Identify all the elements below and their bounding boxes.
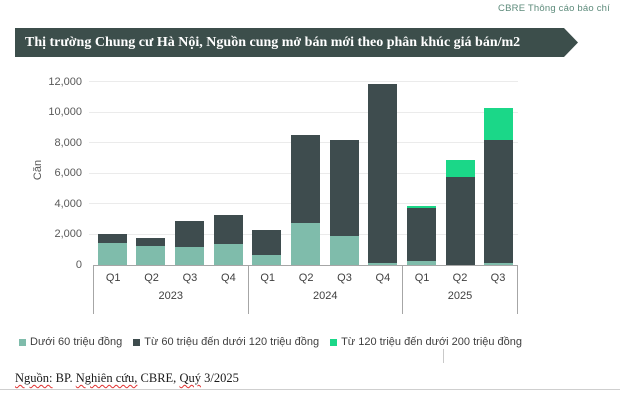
title-banner: Thị trường Chung cư Hà Nội, Nguồn cung m… <box>15 28 578 57</box>
bar-segment <box>445 159 475 177</box>
source-text-part: Quý <box>179 371 201 385</box>
bar-segment <box>406 260 436 265</box>
text-cursor <box>443 349 444 363</box>
legend-item: Từ 120 triệu đến dưới 200 triệu đồng <box>330 336 522 348</box>
y-tick-label: 6,000 <box>54 167 82 179</box>
x-axis-year-label: 2023 <box>158 290 183 302</box>
bar-q3-2023 <box>175 220 205 265</box>
y-tick-label: 2,000 <box>54 228 82 240</box>
chart-legend: Dưới 60 triệu đồng Từ 60 triệu đến dưới 1… <box>19 336 522 348</box>
x-axis-quarter-label: Q2 <box>452 272 468 284</box>
bar-q4-2024 <box>368 84 398 265</box>
x-axis-year-label: 2024 <box>313 290 338 302</box>
y-tick-label: 10,000 <box>48 106 82 118</box>
bar-segment <box>213 243 243 265</box>
x-axis-quarter-label: Q2 <box>298 272 314 284</box>
x-axis-group-2025: Q1 Q2 Q3 2025 <box>402 266 518 314</box>
legend-item: Từ 60 triệu đến dưới 120 triệu đồng <box>133 336 319 348</box>
bar-q1-2025 <box>406 205 436 265</box>
x-axis-group-2024: Q1 Q2 Q3 Q4 2024 <box>247 266 403 314</box>
bar-segment <box>291 223 320 265</box>
y-tick-label: 4,000 <box>54 197 82 210</box>
x-axis-quarter-label: Q3 <box>490 272 506 284</box>
x-axis-quarter-label: Q1 <box>414 272 430 284</box>
x-axis-quarter-label: Q4 <box>375 272 391 284</box>
bar-segment <box>484 262 514 265</box>
bar-q1-2023 <box>97 233 127 265</box>
bar-segment <box>406 208 436 261</box>
source-text-part: BP. <box>52 371 76 385</box>
source-text-part: 3/2025 <box>200 371 239 385</box>
legend-swatch <box>19 338 26 346</box>
bar-segment <box>252 255 282 265</box>
bar-q4-2023 <box>213 214 243 265</box>
gridline <box>89 81 518 82</box>
legend-swatch <box>133 338 141 346</box>
legend-label: Dưới 60 triệu đồng <box>30 336 123 348</box>
bar-segment <box>445 176 475 265</box>
y-tick-label: 8,000 <box>54 136 82 149</box>
bar-segment <box>484 139 514 263</box>
bottom-divider <box>0 389 620 390</box>
source-text-part: CBRE, <box>137 371 180 385</box>
bar-q3-2025 <box>484 107 514 265</box>
x-axis-quarter-label: Q4 <box>221 272 236 284</box>
bar-q2-2024 <box>291 135 320 265</box>
bar-segment <box>175 220 205 248</box>
x-axis-group-2023: Q1 Q2 Q3 Q4 2023 <box>93 266 248 314</box>
legend-label: Từ 120 triệu đến dưới 200 triệu đồng <box>341 336 523 348</box>
x-axis-quarter-label: Q1 <box>260 272 276 284</box>
bar-q2-2023 <box>136 238 166 265</box>
bar-q1-2024 <box>252 229 282 265</box>
source-text-part: Nguồn: <box>15 371 53 385</box>
bar-q2-2025 <box>445 159 475 265</box>
bar-segment <box>329 236 359 265</box>
x-axis-quarter-label: Q2 <box>144 272 159 284</box>
bar-segment <box>368 84 398 264</box>
legend-item: Dưới 60 triệu đồng <box>19 336 122 348</box>
source-text[interactable]: Nguồn: BP. Nghiên cứu, CBRE, Quý 3/2025 <box>15 371 239 386</box>
plot-area <box>89 81 518 266</box>
bar-segment <box>484 107 514 140</box>
bar-segment <box>175 247 205 265</box>
bar-segment <box>329 139 359 237</box>
x-axis-quarter-label: Q1 <box>105 272 121 284</box>
bar-segment <box>368 263 398 265</box>
press-release-note: CBRE Thông cáo báo chí <box>498 3 610 14</box>
bar-segment <box>213 214 243 244</box>
bar-segment <box>136 245 166 265</box>
x-axis-quarter-label: Q3 <box>182 272 198 284</box>
bar-segment <box>97 242 127 265</box>
bar-segment <box>406 205 436 209</box>
bar-segment <box>136 238 166 246</box>
bar-q3-2024 <box>329 139 359 265</box>
x-axis: Q1 Q2 Q3 Q4 2023 Q1 Q2 Q3 Q4 2024 Q1 Q2 Q3 2025 <box>93 266 518 314</box>
y-tick-label: 0 <box>75 258 82 271</box>
source-text-part: Nghiên cứu, <box>75 371 138 385</box>
y-tick-label: 12,000 <box>48 75 82 88</box>
bar-segment <box>291 135 320 224</box>
x-axis-year-label: 2025 <box>447 290 473 302</box>
bar-segment <box>252 229 282 256</box>
legend-swatch <box>330 338 338 346</box>
x-axis-quarter-label: Q3 <box>337 272 352 284</box>
bar-segment <box>97 233 127 243</box>
chart-canvas[interactable]: Căn 0 2,000 4,000 6,000 8,000 10,000 12,000 Q1… <box>0 72 620 322</box>
gridline <box>89 111 518 113</box>
chart-title: Thị trường Chung cư Hà Nội, Nguồn cung m… <box>25 34 521 50</box>
legend-label: Từ 60 triệu đến dưới 120 triệu đồng <box>144 336 320 348</box>
